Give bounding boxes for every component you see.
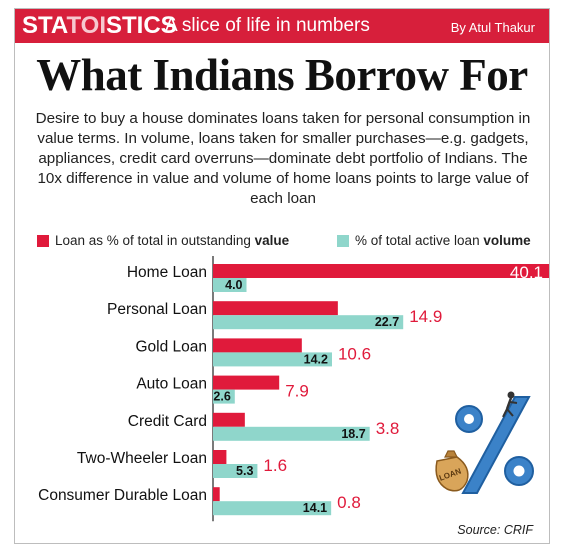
brand-logo: STATOISTICS (22, 12, 177, 40)
bar-volume-two-wheeler-loan (213, 464, 258, 478)
bar-volume-credit-card (213, 426, 370, 441)
header-bar: STATOISTICS A slice of life in numbers B… (15, 9, 549, 43)
legend-value-bold: value (254, 233, 290, 248)
legend-volume-text: % of total active loan (355, 233, 484, 248)
bar-value-credit-card (213, 412, 245, 427)
bar-value-consumer-durable-loan (213, 487, 220, 502)
tagline: A slice of life in numbers (165, 15, 370, 36)
legend-value-text: Loan as % of total in outstanding (55, 233, 255, 248)
value-label-personal-loan: 14.9 (409, 307, 442, 326)
bar-volume-auto-loan (213, 389, 235, 404)
volume-label-home-loan: 4.0 (225, 278, 242, 292)
brand-part-3: STICS (106, 12, 177, 39)
loan-bag-percent-icon: LOAN (435, 391, 534, 494)
category-label-two-wheeler-loan: Two-Wheeler Loan (77, 450, 207, 467)
source-note: Source: CRIF (457, 523, 533, 537)
category-label-auto-loan: Auto Loan (136, 376, 207, 393)
volume-label-personal-loan: 22.7 (375, 315, 399, 329)
value-label-home-loan: 40.1 (510, 263, 543, 282)
bar-value-home-loan (213, 264, 549, 278)
bar-value-two-wheeler-loan (213, 450, 227, 464)
bar-volume-consumer-durable-loan (213, 501, 332, 516)
infographic-frame: STATOISTICS A slice of life in numbers B… (14, 8, 550, 544)
value-label-auto-loan: 7.9 (285, 382, 309, 401)
legend-volume-bold: volume (483, 233, 531, 248)
value-label-consumer-durable-loan: 0.8 (337, 493, 361, 512)
legend-item-volume: % of total active loan volume (337, 233, 531, 248)
volume-label-auto-loan: 2.6 (213, 390, 230, 404)
value-label-two-wheeler-loan: 1.6 (263, 456, 287, 475)
legend-swatch-value (37, 234, 49, 247)
legend-label-volume: % of total active loan volume (355, 233, 531, 248)
legend-label-value: Loan as % of total in outstanding value (55, 233, 289, 248)
bar-volume-home-loan (213, 278, 247, 292)
category-label-gold-loan: Gold Loan (135, 338, 207, 355)
byline: By Atul Thakur (450, 20, 535, 35)
volume-label-consumer-durable-loan: 14.1 (303, 501, 327, 515)
category-label-home-loan: Home Loan (127, 264, 207, 281)
brand-part-1: STA (22, 12, 67, 39)
legend-swatch-volume (337, 234, 349, 247)
bar-volume-gold-loan (213, 352, 332, 367)
brand-part-2: TOI (66, 12, 106, 39)
category-label-consumer-durable-loan: Consumer Durable Loan (38, 487, 207, 504)
page-title: What Indians Borrow For (36, 50, 528, 100)
volume-label-credit-card: 18.7 (341, 427, 365, 441)
bar-chart: Home Loan 4.0 40.1 Personal Loan 22.7 14.9 Gol… (38, 256, 549, 522)
bar-volume-personal-loan (213, 315, 404, 330)
legend-item-value: Loan as % of total in outstanding value (37, 233, 289, 248)
volume-label-gold-loan: 14.2 (304, 352, 328, 366)
category-label-credit-card: Credit Card (128, 413, 207, 430)
bar-value-personal-loan (213, 301, 338, 316)
bar-value-auto-loan (213, 375, 280, 390)
category-label-personal-loan: Personal Loan (107, 301, 207, 318)
chart-legend: Loan as % of total in outstanding value … (37, 233, 547, 251)
value-label-credit-card: 3.8 (376, 419, 400, 438)
bar-value-gold-loan (213, 338, 302, 353)
value-label-gold-loan: 10.6 (338, 344, 371, 363)
volume-label-two-wheeler-loan: 5.3 (236, 464, 253, 478)
description: Desire to buy a house dominates loans ta… (35, 110, 531, 207)
